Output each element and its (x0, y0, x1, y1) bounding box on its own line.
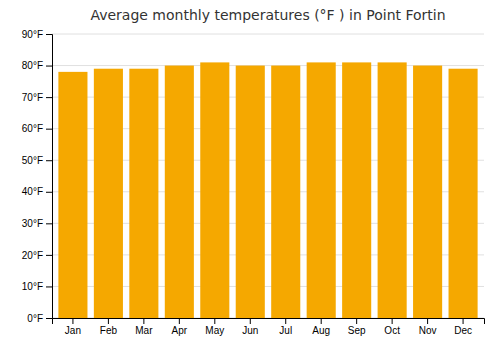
tick: 70°F (22, 92, 52, 103)
grid (52, 34, 484, 318)
tick: Oct (384, 318, 400, 336)
tick-mark (46, 192, 52, 193)
tick-label: Dec (454, 325, 472, 336)
tick-mark (321, 318, 322, 324)
bar (378, 62, 407, 318)
tick: Jul (279, 318, 292, 336)
tick-label: 90°F (22, 29, 43, 40)
axis-line (46, 35, 53, 319)
tick-label: Jun (242, 325, 258, 336)
tick-label: 40°F (22, 186, 43, 197)
tick-label: 20°F (22, 250, 43, 261)
tick-label: 80°F (22, 60, 43, 71)
bar (94, 69, 123, 318)
tick-label: Nov (419, 325, 437, 336)
tick: Aug (312, 318, 330, 336)
tick-label: Jul (279, 325, 292, 336)
tick: 40°F (22, 186, 52, 197)
tick-label: 10°F (22, 281, 43, 292)
tick-mark (46, 34, 52, 35)
tick: 10°F (22, 281, 52, 292)
tick: Apr (172, 318, 188, 336)
tick-label: Feb (100, 325, 118, 336)
plot: 0°F 10°F 20°F 30°F 40°F 50°F 60°F 70°F 80°F 90°F J… (22, 29, 485, 336)
axis-line (53, 319, 485, 325)
bar (129, 69, 158, 318)
tick-mark (285, 318, 286, 324)
tick-mark (72, 318, 73, 324)
tick-mark (214, 318, 215, 324)
tick: Feb (100, 318, 118, 336)
tick-label: 30°F (22, 218, 43, 229)
bar (307, 62, 336, 318)
tick-label: Oct (384, 325, 400, 336)
tick-label: Aug (312, 325, 330, 336)
tick-mark (46, 129, 52, 130)
tick-mark (46, 318, 52, 319)
tick-mark (179, 318, 180, 324)
tick-mark (463, 318, 464, 324)
tick-mark (356, 318, 357, 324)
chart: 0°F 10°F 20°F 30°F 40°F 50°F 60°F 70°F 80°F 90°F J… (0, 0, 500, 350)
tick-label: 60°F (22, 123, 43, 134)
tick-label: 50°F (22, 155, 43, 166)
tick: May (205, 318, 224, 336)
tick-label: May (205, 325, 224, 336)
tick-mark (46, 66, 52, 67)
bar (58, 72, 87, 318)
tick: 60°F (22, 123, 52, 134)
bar (271, 66, 300, 318)
tick: 20°F (22, 250, 52, 261)
bar (165, 66, 194, 318)
tick-mark (392, 318, 393, 324)
bars (58, 62, 477, 318)
tick-mark (46, 160, 52, 161)
tick: 80°F (22, 60, 52, 71)
tick-mark (46, 97, 52, 98)
tick-mark (46, 255, 52, 256)
tick-label: Apr (172, 325, 188, 336)
y-axis: 0°F 10°F 20°F 30°F 40°F 50°F 60°F 70°F 80°F 90°F (22, 29, 53, 324)
title: Average monthly temperatures (°F ) in Po… (90, 7, 445, 23)
tick-label: Jan (65, 325, 81, 336)
tick: 0°F (27, 313, 52, 324)
bar (342, 62, 371, 318)
tick-mark (46, 286, 52, 287)
tick: 50°F (22, 155, 52, 166)
bar (236, 66, 265, 318)
tick-label: Sep (348, 325, 366, 336)
tick: Jun (242, 318, 258, 336)
bar (413, 66, 442, 318)
tick-mark (427, 318, 428, 324)
tick: 30°F (22, 218, 52, 229)
tick: Dec (454, 318, 472, 336)
grid-line (52, 34, 484, 35)
tick: Sep (348, 318, 366, 336)
tick: Jan (65, 318, 81, 336)
bar (200, 62, 229, 318)
tick-mark (250, 318, 251, 324)
tick-mark (46, 223, 52, 224)
tick: Mar (135, 318, 153, 336)
tick-label: Mar (135, 325, 153, 336)
tick-mark (108, 318, 109, 324)
tick-label: 0°F (27, 313, 43, 324)
tick-mark (143, 318, 144, 324)
tick-label: 70°F (22, 92, 43, 103)
tick: Nov (419, 318, 437, 336)
x-axis: Jan Feb Mar Apr May Jun Jul Aug Sep Oct Nov Dec (53, 318, 485, 336)
tick: 90°F (22, 29, 52, 40)
bar (449, 69, 478, 318)
